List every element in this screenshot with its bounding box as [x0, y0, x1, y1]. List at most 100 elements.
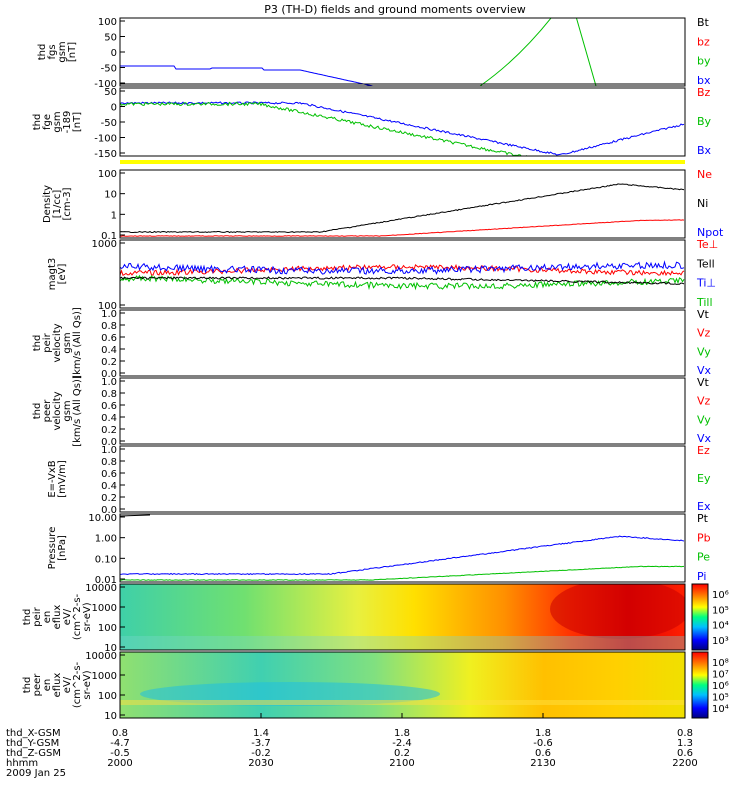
- axis-row-value: -2.4: [392, 738, 412, 749]
- by-line: [120, 101, 528, 156]
- by-line: [479, 18, 597, 86]
- panel-ion_spec: 10⁶ 10⁵ 10⁴ 10³ 10000 1000 100 10 thd peir en eflux…: [22, 583, 729, 654]
- plot-title: P3 (TH-D) fields and ground moments over…: [264, 3, 526, 16]
- y-tick-label: 0.4: [101, 345, 117, 356]
- y-tick-label: 10000: [85, 651, 117, 662]
- y-tick-label: 0.0: [101, 437, 117, 448]
- axis-row-label: thd_Y-GSM: [6, 738, 59, 749]
- legend-Bz: Bz: [697, 86, 711, 99]
- panel-frame: [119, 377, 686, 445]
- y-label-line: thd: [32, 114, 43, 131]
- y-label-line: [eV]: [57, 264, 68, 285]
- y-label-line: sr-eV): [82, 670, 93, 699]
- panel-vpeer: 1.00.80.60.40.20.0 thd peer velocity gsm [km/…: [32, 375, 712, 448]
- axis-row-value: 1.8: [394, 728, 410, 739]
- y-tick-label: 0.8: [101, 389, 117, 400]
- legend-Ez: Ez: [697, 444, 710, 457]
- y-tick-label: -50: [101, 64, 117, 75]
- y-label-line: thd: [22, 677, 33, 694]
- y-label-line: [mV/m]: [57, 460, 68, 498]
- axis-row-value: 2100: [389, 758, 414, 769]
- panel-frame: [119, 309, 686, 377]
- legend-Ex: Ex: [697, 500, 711, 513]
- axis-row-value: 0.6: [677, 748, 693, 759]
- y-tick-label: 1000: [92, 603, 117, 614]
- y-label-line: [km/s (All Qs)]: [72, 375, 83, 447]
- y-label-line: gsm: [57, 41, 68, 62]
- legend-Till: Till: [696, 296, 713, 309]
- axis-row-value: 0.6: [535, 748, 551, 759]
- y-label-line: fge: [42, 114, 53, 130]
- y-axis-label: thd peir velocity gsm [km/s (All Qs)]: [32, 307, 83, 379]
- y-label-line: -189: [62, 111, 73, 134]
- y-label-line: fgs: [47, 44, 58, 59]
- y-label-line: en: [42, 611, 53, 624]
- y-label-line: eflux: [52, 605, 63, 630]
- panel-density: 100 10 1 0.1 Density [1/cc] [cm-3] Ne Ni Npot: [42, 160, 724, 242]
- axis-row-value: 0.8: [112, 728, 128, 739]
- legend-Ni: Ni: [697, 197, 708, 210]
- bx-line: [120, 101, 685, 156]
- panel-content-fge: [120, 101, 685, 156]
- y-tick-label: 100: [98, 169, 117, 180]
- y-tick-label: 0.6: [101, 469, 117, 480]
- y-label-line: (cm^2-s-: [72, 593, 83, 640]
- y-tick-label: 10: [104, 643, 117, 654]
- y-tick-label: 0.6: [101, 333, 117, 344]
- axis-row-value: 1.4: [253, 728, 269, 739]
- axis-row-value: -0.6: [533, 738, 553, 749]
- legend-Ti⊥: Ti⊥: [696, 277, 716, 290]
- legend-Vz: Vz: [697, 327, 711, 340]
- y-tick-label: 0.1: [101, 231, 117, 242]
- y-axis-label: thd peer en eflux eV/(cm^2-s-sr-eV): [22, 661, 93, 708]
- colorbar-tick-label: 10⁵: [712, 605, 729, 616]
- yellow-bar: [120, 160, 685, 164]
- y-tick-label: -100: [94, 134, 117, 145]
- y-axis-label: thd peir en eflux eV/(cm^2-s-sr-eV): [22, 593, 93, 640]
- y-axis-label: E=-VxB [mV/m]: [47, 460, 68, 498]
- y-label-line: Pressure: [47, 527, 58, 570]
- x-axis-rows: thd_X-GSM 0.8 1.4 1.8 1.8 0.8 thd_Y-GSM -4.7 -3.…: [6, 728, 698, 769]
- y-label-line: gsm: [62, 332, 73, 353]
- y-label-line: [cm-3]: [62, 187, 73, 220]
- panel-content-fgs: [120, 18, 685, 86]
- te-perp-line: [120, 263, 685, 277]
- y-label-line: peer: [42, 399, 53, 423]
- y-label-line: thd: [22, 609, 33, 626]
- panel-content-temp: [120, 260, 685, 291]
- axis-row-value: 2030: [248, 758, 273, 769]
- y-label-line: [1/cc]: [52, 190, 63, 219]
- bx-line: [120, 65, 376, 86]
- y-tick-label: 0.2: [101, 425, 117, 436]
- y-label-line: velocity: [52, 323, 63, 362]
- spectrogram-band: [120, 700, 685, 705]
- axis-row-label: hhmm: [6, 758, 38, 769]
- colorbar: [691, 651, 709, 719]
- panel-frame: [119, 239, 686, 309]
- y-label-line: [nT]: [67, 42, 78, 62]
- legend-Ne: Ne: [697, 168, 712, 181]
- legend-Pe: Pe: [697, 551, 710, 564]
- panel-frame: [119, 583, 686, 651]
- panel-frame: [119, 17, 686, 87]
- y-tick-label: 100: [98, 623, 117, 634]
- y-tick-label: 0: [111, 48, 117, 59]
- y-tick-label: 10: [104, 190, 117, 201]
- y-axis-label: Density [1/cc] [cm-3]: [42, 185, 73, 223]
- legend-Tell: Tell: [696, 257, 715, 270]
- axis-row-label: thd_X-GSM: [6, 728, 61, 739]
- colorbar-tick-label: 10⁶: [712, 590, 729, 601]
- y-label-line: thd: [37, 44, 48, 61]
- colorbar-tick-label: 10⁷: [712, 670, 729, 681]
- y-tick-label: 0.0: [101, 369, 117, 380]
- y-tick-label: 0.0: [101, 505, 117, 516]
- y-label-line: eflux: [52, 673, 63, 698]
- panel-vpeir: 1.00.80.60.40.20.0 thd peir velocity gsm [km/…: [32, 307, 712, 380]
- panel-fge: 50 0 -50 -100 -150 thd fge gsm -189 [nT] Bz By Bx: [32, 86, 712, 160]
- axis-row-value: -0.2: [251, 748, 271, 759]
- axis-row-value: 1.3: [677, 738, 693, 749]
- axis-row-label: thd_Z-GSM: [6, 748, 61, 759]
- legend-bz: bz: [697, 35, 710, 48]
